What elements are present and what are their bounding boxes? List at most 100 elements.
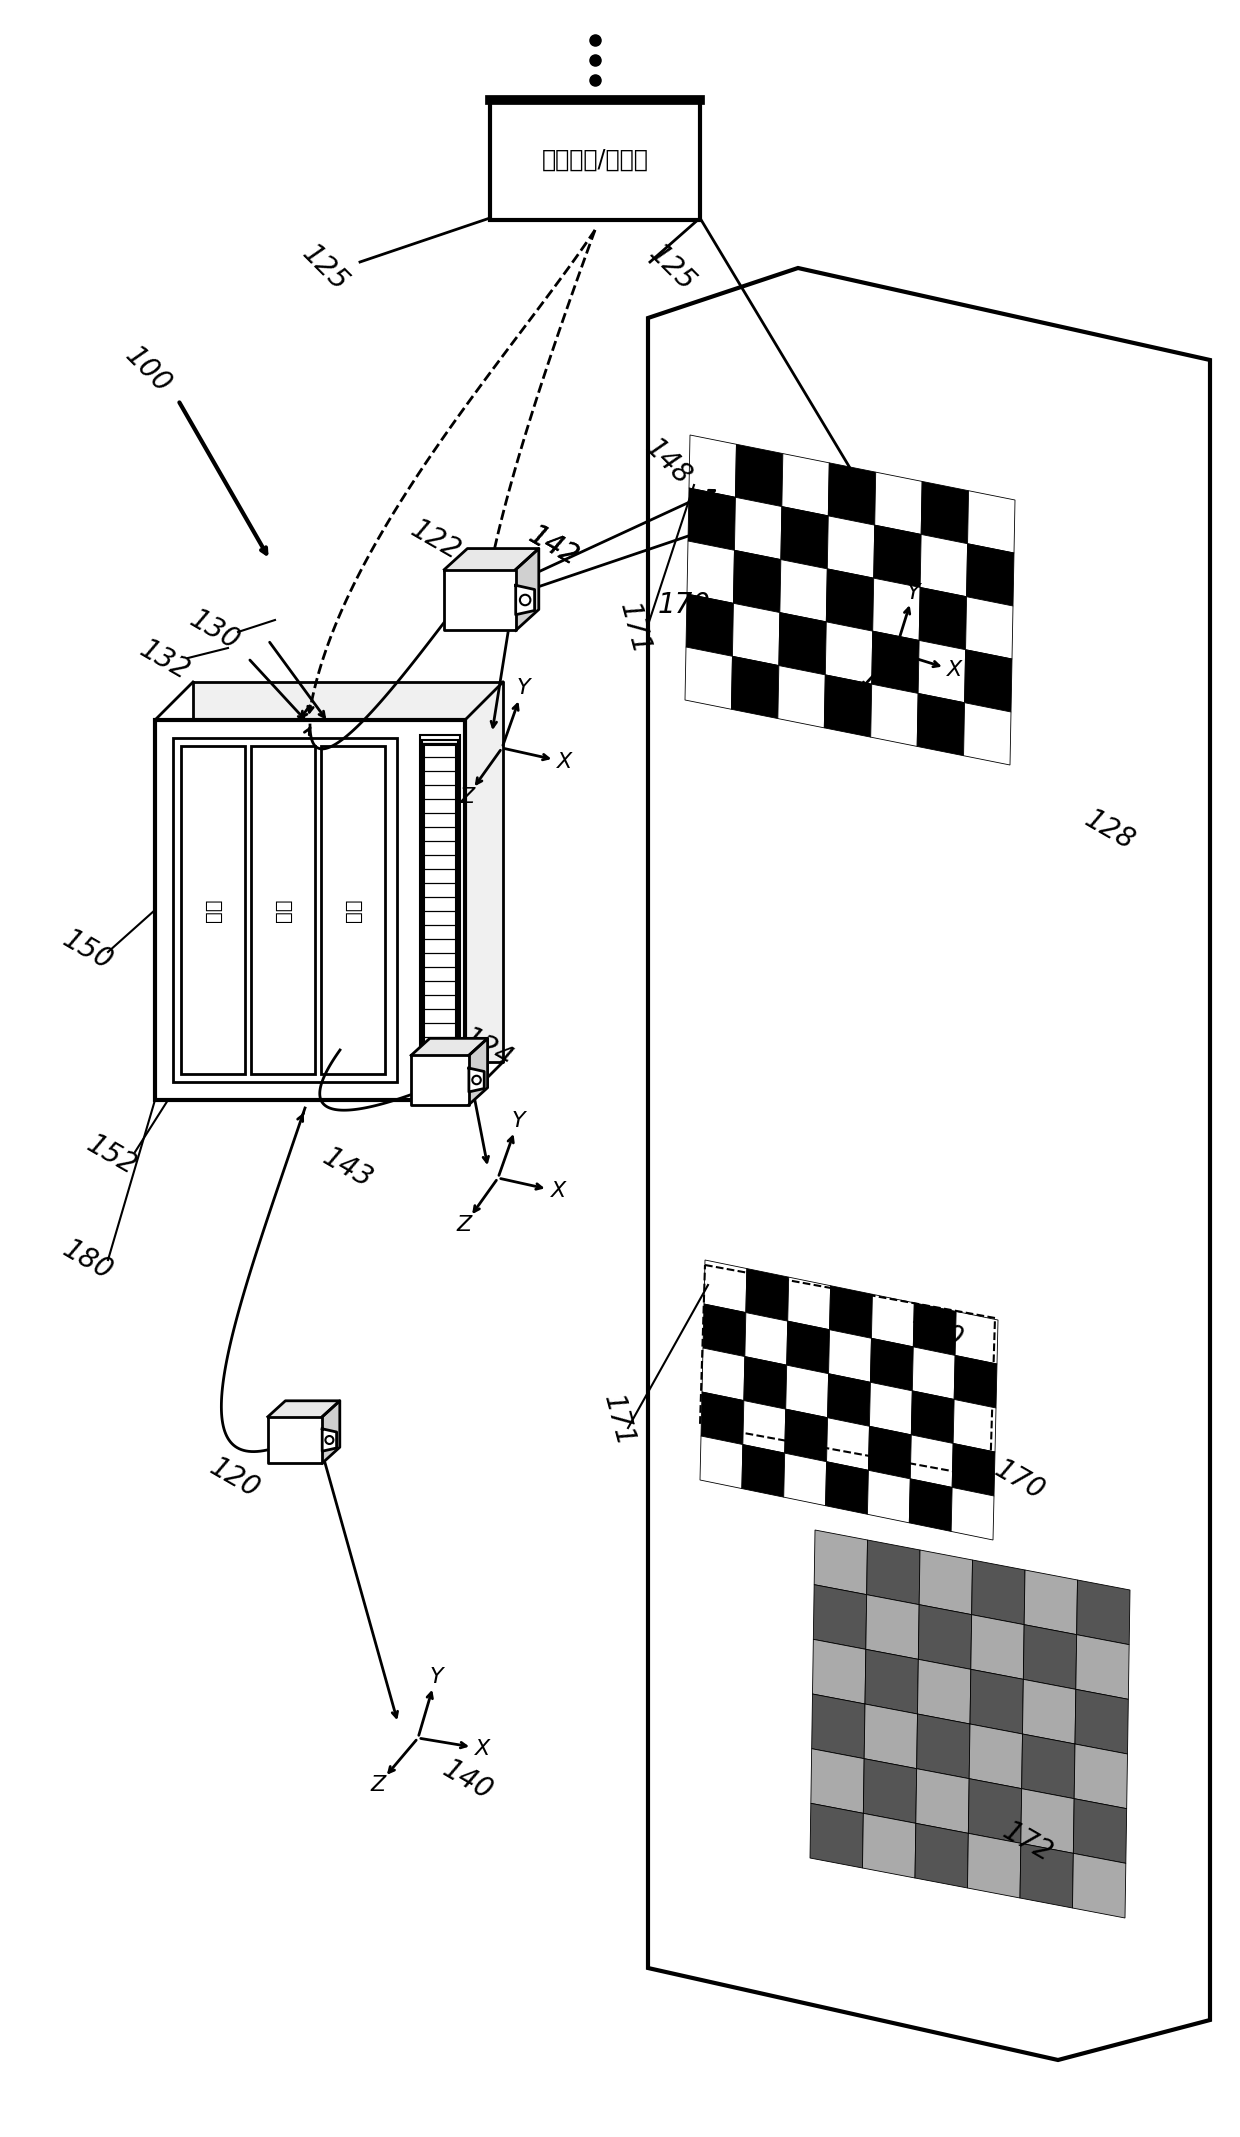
- Polygon shape: [911, 1391, 954, 1442]
- Polygon shape: [864, 1703, 918, 1769]
- Polygon shape: [444, 549, 539, 571]
- Polygon shape: [916, 1769, 970, 1834]
- Polygon shape: [826, 622, 873, 684]
- Polygon shape: [868, 1425, 911, 1479]
- Polygon shape: [733, 603, 780, 665]
- Polygon shape: [921, 481, 968, 543]
- Polygon shape: [412, 1056, 469, 1105]
- Polygon shape: [868, 1470, 910, 1524]
- Polygon shape: [919, 1605, 972, 1669]
- Polygon shape: [1076, 1635, 1130, 1699]
- Polygon shape: [732, 656, 779, 718]
- Polygon shape: [828, 464, 875, 526]
- Polygon shape: [967, 1834, 1021, 1898]
- Text: Y: Y: [906, 583, 920, 603]
- Text: X: X: [946, 660, 962, 680]
- Polygon shape: [918, 1658, 971, 1725]
- Text: 143: 143: [319, 1143, 378, 1192]
- Polygon shape: [830, 1286, 873, 1338]
- Polygon shape: [954, 1400, 996, 1451]
- Bar: [422, 739, 458, 1079]
- Polygon shape: [689, 436, 737, 498]
- Polygon shape: [869, 1383, 913, 1434]
- Polygon shape: [686, 594, 733, 656]
- Polygon shape: [734, 498, 782, 560]
- Polygon shape: [516, 586, 534, 615]
- Text: 诊断: 诊断: [343, 898, 362, 921]
- Polygon shape: [322, 1400, 340, 1464]
- Polygon shape: [827, 1374, 870, 1425]
- Text: 130: 130: [185, 605, 244, 656]
- Polygon shape: [688, 487, 735, 551]
- Text: 124: 124: [458, 1024, 518, 1073]
- Text: Z: Z: [459, 786, 475, 808]
- Polygon shape: [963, 703, 1011, 765]
- Text: Z: Z: [456, 1216, 472, 1235]
- Text: 172: 172: [998, 1816, 1058, 1868]
- Text: 校准: 校准: [203, 898, 222, 921]
- Text: 142: 142: [525, 521, 584, 571]
- Polygon shape: [1075, 1690, 1128, 1754]
- Polygon shape: [825, 675, 872, 737]
- Polygon shape: [951, 1487, 994, 1541]
- Polygon shape: [866, 1650, 919, 1714]
- Polygon shape: [965, 650, 1012, 712]
- Polygon shape: [735, 444, 782, 506]
- Polygon shape: [780, 560, 827, 622]
- Polygon shape: [744, 1357, 786, 1408]
- Polygon shape: [786, 1366, 828, 1417]
- Polygon shape: [1024, 1571, 1078, 1635]
- Polygon shape: [742, 1445, 785, 1498]
- Polygon shape: [952, 1442, 994, 1496]
- Polygon shape: [815, 1530, 868, 1594]
- Polygon shape: [954, 1355, 997, 1408]
- Polygon shape: [872, 1295, 914, 1346]
- Polygon shape: [918, 692, 965, 756]
- Text: 122: 122: [407, 515, 466, 566]
- Text: Y: Y: [516, 680, 529, 699]
- Bar: [155, 720, 465, 1101]
- Polygon shape: [745, 1269, 789, 1321]
- Polygon shape: [867, 1541, 920, 1605]
- Polygon shape: [1023, 1624, 1076, 1690]
- Text: 132: 132: [135, 635, 195, 686]
- Polygon shape: [866, 1594, 919, 1658]
- Bar: [250, 746, 315, 1075]
- Text: 171: 171: [614, 598, 655, 658]
- Polygon shape: [863, 1814, 916, 1878]
- Polygon shape: [920, 534, 967, 596]
- Polygon shape: [687, 541, 734, 603]
- Polygon shape: [813, 1586, 867, 1650]
- Polygon shape: [967, 492, 1016, 553]
- Text: 170: 170: [657, 592, 711, 620]
- Polygon shape: [827, 1417, 869, 1470]
- Text: 148: 148: [640, 434, 697, 492]
- Polygon shape: [1021, 1844, 1074, 1908]
- Polygon shape: [786, 1321, 830, 1374]
- Text: 142: 142: [525, 521, 584, 571]
- Polygon shape: [966, 596, 1013, 658]
- Text: Z: Z: [843, 690, 858, 709]
- Text: 171: 171: [598, 1391, 639, 1449]
- Polygon shape: [918, 641, 966, 703]
- Polygon shape: [785, 1408, 827, 1462]
- Polygon shape: [870, 684, 918, 746]
- Polygon shape: [919, 1549, 972, 1616]
- Polygon shape: [649, 267, 1210, 2060]
- Bar: [424, 746, 456, 1075]
- Text: X: X: [551, 1182, 565, 1201]
- Polygon shape: [812, 1639, 866, 1703]
- Text: Z: Z: [371, 1776, 386, 1795]
- Polygon shape: [874, 472, 923, 534]
- Polygon shape: [1074, 1744, 1127, 1808]
- Polygon shape: [874, 526, 921, 588]
- Polygon shape: [193, 682, 503, 1062]
- Polygon shape: [469, 1039, 487, 1105]
- Polygon shape: [826, 1462, 868, 1515]
- Bar: [490, 100, 701, 220]
- Polygon shape: [1076, 1579, 1130, 1645]
- Polygon shape: [743, 1400, 786, 1453]
- Polygon shape: [916, 1714, 970, 1778]
- Polygon shape: [516, 549, 539, 630]
- Polygon shape: [322, 1430, 336, 1451]
